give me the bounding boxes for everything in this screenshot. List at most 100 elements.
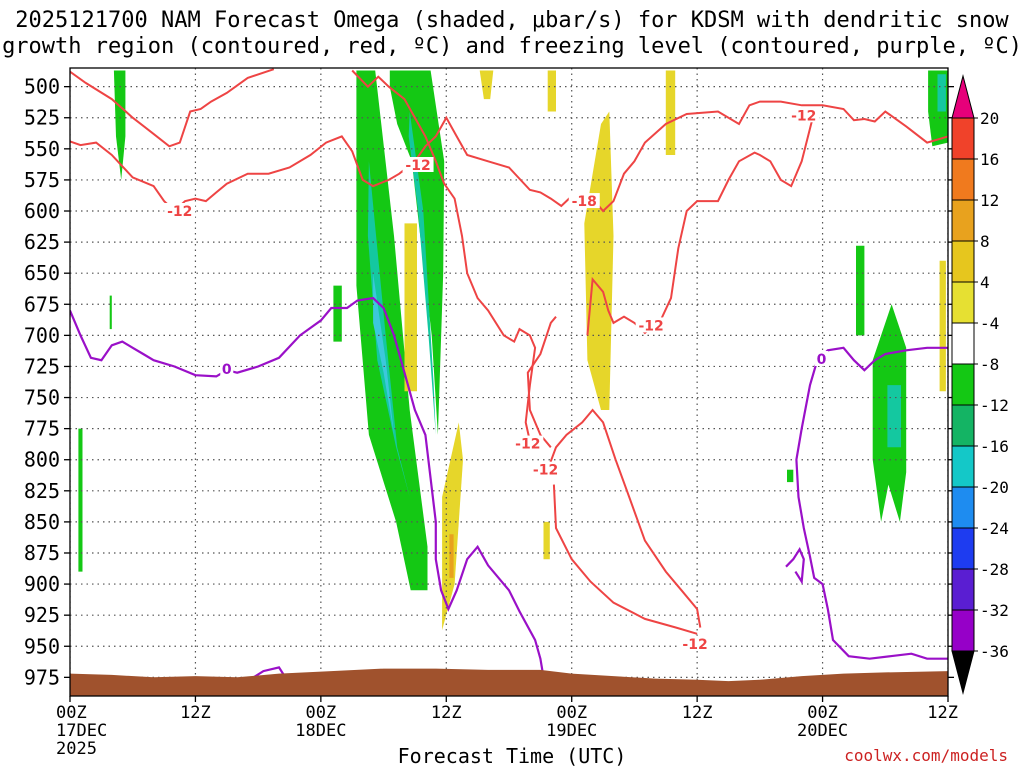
- colorbar-bottom-arrow: [951, 650, 975, 695]
- colorbar-label: 8: [980, 232, 990, 251]
- contour-label-background: [512, 435, 544, 451]
- contour-label-background: [402, 156, 434, 172]
- plot-layer: -12 -12 -18 -12 -12 -12 -12 -12 0 0: [70, 68, 948, 696]
- plot-frame: [69, 67, 949, 697]
- omega-region-yellow: [547, 70, 556, 112]
- contour-label: -12: [533, 463, 558, 479]
- contour-label: -12: [405, 158, 430, 174]
- colorbar-segment: [951, 486, 975, 529]
- contour-label-background: [530, 461, 562, 477]
- y-tick-label: 875: [24, 541, 60, 565]
- colorbar-segment: [951, 240, 975, 283]
- y-tick-label: 800: [24, 448, 60, 472]
- contour-label: -12: [167, 204, 192, 220]
- omega-region-yellow: [479, 70, 494, 100]
- omega-region-green: [787, 469, 794, 483]
- x-tick-time-label: 12Z: [180, 703, 211, 723]
- y-tick-label: 925: [24, 603, 60, 627]
- colorbar-top-arrow: [951, 74, 975, 119]
- colorbar-segment: [951, 568, 975, 611]
- x-axis-title: Forecast Time (UTC): [397, 744, 627, 768]
- dendritic-contour-line: [70, 68, 275, 148]
- x-tick-time-label: 00Z: [305, 703, 336, 723]
- x-tick-date-label: 18DEC: [295, 721, 346, 741]
- omega-region-orange: [449, 534, 454, 578]
- colorbar-segment: [951, 158, 975, 201]
- y-tick-label: 550: [24, 137, 60, 161]
- x-tick-date-label: 19DEC: [546, 721, 597, 741]
- freezing-level-contour-line: [816, 346, 948, 372]
- contour-label: 0: [222, 362, 232, 378]
- omega-region-green: [333, 285, 342, 342]
- omega-region-teal: [408, 111, 436, 435]
- freezing-level-contour-line: [795, 359, 948, 660]
- y-tick-label: 625: [24, 230, 60, 254]
- x-tick-time-label: 12Z: [927, 703, 958, 723]
- colorbar-label: -12: [980, 396, 1009, 415]
- colorbar-segment: [951, 445, 975, 488]
- colorbar-label: -24: [980, 519, 1009, 538]
- contour-label: -12: [791, 108, 816, 124]
- omega-region-green: [109, 295, 112, 330]
- contour-label: -12: [682, 637, 707, 653]
- colorbar-label: -4: [980, 314, 999, 333]
- dendritic-contour-line: [526, 316, 557, 448]
- y-tick-label: 700: [24, 323, 60, 347]
- colorbar-segment: [951, 363, 975, 406]
- x-tick-date-label: 20DEC: [797, 721, 848, 741]
- y-tick-label: 500: [24, 75, 60, 99]
- dendritic-contour-line: [351, 69, 537, 442]
- omega-region-yellow: [442, 422, 463, 631]
- colorbar-label: -28: [980, 560, 1009, 579]
- omega-region-cyan: [373, 273, 394, 435]
- y-tick-label: 775: [24, 417, 60, 441]
- omega-region-teal: [937, 74, 946, 112]
- x-tick-time-label: 12Z: [682, 703, 713, 723]
- contour-label: -18: [572, 194, 597, 210]
- y-tick-label: 750: [24, 386, 60, 410]
- y-tick-label: 525: [24, 106, 60, 130]
- colorbar-segment: [951, 199, 975, 242]
- colorbar-segment: [951, 404, 975, 447]
- omega-region-yellow: [584, 111, 614, 410]
- y-tick-label: 725: [24, 354, 60, 378]
- colorbar-segment: [951, 609, 975, 652]
- chart-title-line-1: 2025121700 NAM Forecast Omega (shaded, μ…: [15, 8, 1009, 33]
- contour-label: -12: [515, 437, 540, 453]
- contour-label-background: [679, 635, 711, 651]
- omega-region-yellow: [404, 223, 417, 392]
- omega-region-green: [78, 428, 83, 572]
- contour-label-background: [164, 203, 196, 219]
- colorbar-label: 4: [980, 273, 990, 292]
- colorbar-segment: [951, 117, 975, 160]
- terrain-fill: [70, 668, 948, 696]
- colorbar-label: -16: [980, 437, 1009, 456]
- omega-region-green: [856, 245, 865, 336]
- freezing-level-contour-line: [785, 546, 805, 585]
- x-tick-time-label: 00Z: [556, 703, 587, 723]
- omega-region-green: [113, 70, 126, 180]
- colorbar-label: -32: [980, 601, 1009, 620]
- colorbar-segment: [951, 281, 975, 324]
- omega-region-yellow: [543, 521, 550, 560]
- colorbar-label: 16: [980, 150, 999, 169]
- colorbar-label: 20: [980, 109, 999, 128]
- y-tick-label: 675: [24, 292, 60, 316]
- colorbar-segment: [951, 322, 975, 365]
- dendritic-contour-line: [70, 100, 948, 213]
- chart-title-line-2: growth region (contoured, red, ºC) and f…: [2, 34, 1022, 59]
- contour-label-background: [635, 317, 667, 333]
- dendritic-contour-line: [552, 484, 698, 635]
- colorbar-label: -8: [980, 355, 999, 374]
- contour-label-background: [788, 107, 820, 123]
- colorbar-label: -20: [980, 478, 1009, 497]
- omega-region-teal: [887, 385, 901, 448]
- x-tick-date-label: 17DEC: [56, 721, 107, 741]
- y-tick-label: 950: [24, 634, 60, 658]
- colorbar-label: -36: [980, 642, 1009, 661]
- omega-region-yellow: [939, 260, 946, 392]
- x-tick-year-label: 2025: [56, 739, 97, 759]
- credit-url[interactable]: coolwx.com/models: [844, 746, 1008, 765]
- freezing-level-contour-line: [70, 296, 547, 690]
